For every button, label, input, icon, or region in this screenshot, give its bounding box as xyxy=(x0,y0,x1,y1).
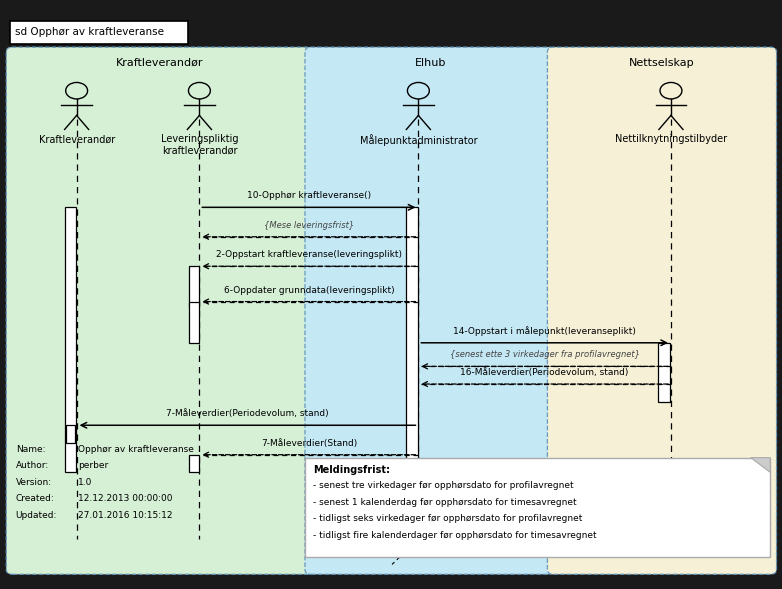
Polygon shape xyxy=(751,458,770,472)
Bar xyxy=(10,50,773,571)
Bar xyxy=(189,455,199,472)
Text: Målepunktadministrator: Målepunktadministrator xyxy=(360,134,477,146)
Bar xyxy=(66,425,75,443)
Text: 6-Oppdater grunndata(leveringsplikt): 6-Oppdater grunndata(leveringsplikt) xyxy=(224,286,394,294)
Text: Updated:: Updated: xyxy=(16,511,57,519)
FancyBboxPatch shape xyxy=(547,47,777,574)
Text: 1.0: 1.0 xyxy=(78,478,92,487)
Text: 12.12.2013 00:00:00: 12.12.2013 00:00:00 xyxy=(78,494,173,503)
Text: Opphør av kraftleveranse: Opphør av kraftleveranse xyxy=(78,445,194,454)
Text: 14-Oppstart i målepunkt(leveranseplikt): 14-Oppstart i målepunkt(leveranseplikt) xyxy=(454,326,636,336)
Bar xyxy=(65,207,76,472)
Text: Name:: Name: xyxy=(16,445,45,454)
Text: - tidligst seks virkedager før opphørsdato for profilavregnet: - tidligst seks virkedager før opphørsda… xyxy=(313,514,582,523)
Bar xyxy=(10,21,188,44)
Text: 7-Måleverdier(Periodevolum, stand): 7-Måleverdier(Periodevolum, stand) xyxy=(167,409,328,418)
Text: - tidligst fire kalenderdager før opphørsdato for timesavregnet: - tidligst fire kalenderdager før opphør… xyxy=(313,531,597,540)
Text: 27.01.2016 10:15:12: 27.01.2016 10:15:12 xyxy=(78,511,173,519)
Text: Meldingsfrist:: Meldingsfrist: xyxy=(313,465,389,475)
Bar xyxy=(406,207,418,472)
Bar xyxy=(658,343,670,402)
Text: sd Opphør av kraftleveranse: sd Opphør av kraftleveranse xyxy=(15,28,164,37)
Text: Elhub: Elhub xyxy=(414,58,446,68)
Text: Nettilknytningstilbyder: Nettilknytningstilbyder xyxy=(615,134,727,144)
Text: Kraftleverandør: Kraftleverandør xyxy=(38,134,115,144)
FancyBboxPatch shape xyxy=(6,47,313,574)
Text: 10-Opphør kraftleveranse(): 10-Opphør kraftleveranse() xyxy=(247,191,371,200)
Text: Version:: Version: xyxy=(16,478,52,487)
Text: {Mese leveringsfrist}: {Mese leveringsfrist} xyxy=(264,221,354,230)
FancyBboxPatch shape xyxy=(305,47,555,574)
Text: - senest tre virkedager før opphørsdato for profilavregnet: - senest tre virkedager før opphørsdato … xyxy=(313,481,573,490)
Text: 7-Måleverdier(Stand): 7-Måleverdier(Stand) xyxy=(260,439,357,448)
Text: 2-Oppstart kraftleveranse(leveringsplikt): 2-Oppstart kraftleveranse(leveringsplikt… xyxy=(216,250,402,259)
Text: {senest ette 3 virkedager fra profilavregnet}: {senest ette 3 virkedager fra profilavre… xyxy=(450,350,640,359)
Text: A: A xyxy=(430,479,438,492)
Bar xyxy=(189,266,199,307)
Text: Author:: Author: xyxy=(16,461,49,470)
Text: perber: perber xyxy=(78,461,109,470)
Text: Leveringspliktig
kraftleverandør: Leveringspliktig kraftleverandør xyxy=(160,134,239,155)
Bar xyxy=(305,458,770,557)
Text: Kraftleverandør: Kraftleverandør xyxy=(116,58,203,68)
Text: - senest 1 kalenderdag før opphørsdato for timesavregnet: - senest 1 kalenderdag før opphørsdato f… xyxy=(313,498,576,507)
Text: 16-Måleverdier(Periodevolum, stand): 16-Måleverdier(Periodevolum, stand) xyxy=(461,368,629,377)
Text: Created:: Created: xyxy=(16,494,55,503)
Text: Nettselskap: Nettselskap xyxy=(630,58,694,68)
Bar xyxy=(189,302,199,343)
